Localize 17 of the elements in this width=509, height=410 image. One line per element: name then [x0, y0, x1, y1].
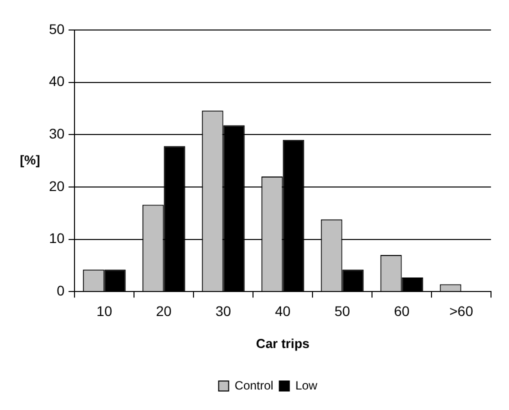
legend-label: Low — [295, 378, 318, 392]
y-tick-label: 50 — [48, 20, 65, 37]
y-tick-label: 0 — [56, 282, 65, 298]
x-tick-label: 30 — [216, 302, 232, 319]
y-tick-label: 10 — [48, 230, 65, 246]
y-tick-label: 30 — [48, 126, 65, 142]
x-tick-label: >60 — [449, 302, 474, 319]
x-tick-label: 40 — [274, 302, 291, 319]
y-tick-label: 40 — [48, 73, 65, 90]
y-axis-title: [%] — [20, 152, 40, 168]
x-tick-label: 50 — [334, 302, 350, 319]
x-tick-label: 20 — [156, 302, 172, 319]
y-tick-label: 20 — [48, 178, 65, 194]
x-tick-label: 10 — [96, 302, 112, 319]
x-tick-label: 60 — [394, 302, 410, 319]
x-axis-title: Car trips — [256, 336, 310, 351]
legend-label: Control — [234, 378, 274, 392]
